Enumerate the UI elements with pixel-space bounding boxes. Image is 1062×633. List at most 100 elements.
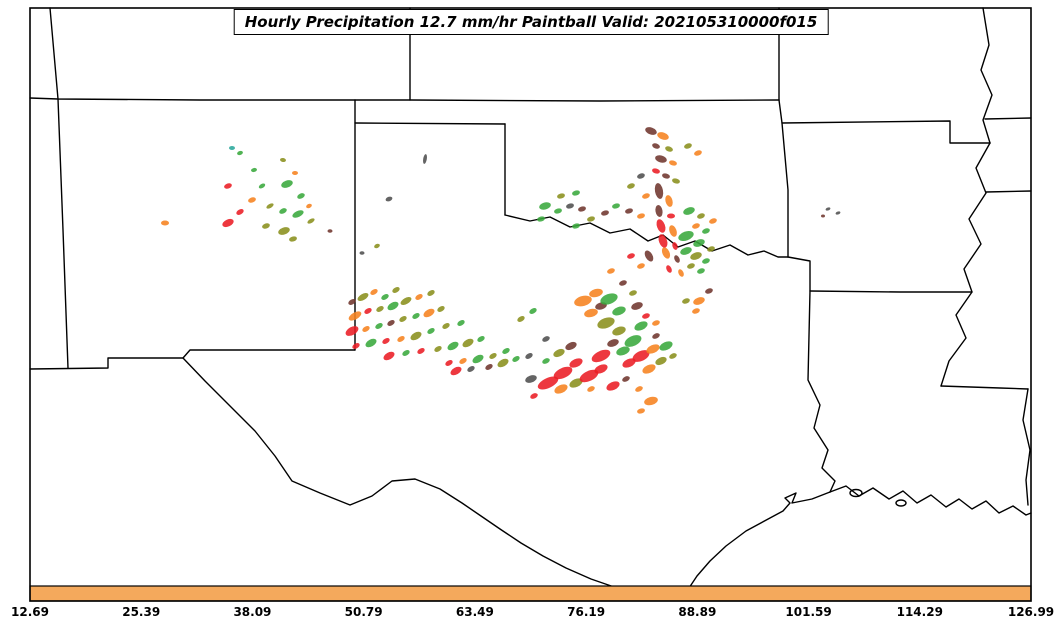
precip-blob [591, 349, 611, 363]
precip-blob [222, 218, 234, 228]
precip-blob [678, 269, 684, 277]
precip-blob [281, 180, 293, 188]
precip-blob [652, 143, 660, 149]
precip-blob [589, 288, 603, 298]
precip-blob [578, 206, 586, 212]
colorbar-tick-label: 126.99 [1008, 605, 1054, 619]
precip-blob [693, 297, 705, 305]
precip-blob [292, 210, 304, 218]
precip-blob [517, 316, 525, 322]
state-border-mo-ar [781, 120, 991, 144]
precip-blob [477, 336, 485, 342]
state-border-west-meridian [49, 7, 69, 369]
precip-blob [542, 336, 550, 342]
precip-blob [637, 408, 645, 414]
precip-blob [587, 386, 595, 392]
precip-blob [662, 173, 670, 179]
precip-blob [657, 132, 669, 140]
precip-blob [362, 326, 370, 332]
precip-blob [359, 251, 365, 255]
precip-blob [702, 258, 710, 264]
precip-blob [655, 205, 663, 217]
precip-blob [352, 343, 360, 349]
colorbar-tick-label: 101.59 [785, 605, 831, 619]
precip-blob [709, 218, 717, 224]
state-border-mississippi-river [940, 142, 991, 387]
precip-blob [627, 253, 635, 259]
precip-blob [584, 308, 598, 318]
precip-blob [376, 306, 384, 312]
precip-blob [423, 154, 427, 164]
precip-blob [557, 193, 565, 199]
precip-blob [825, 207, 831, 211]
colorbar-tick-label: 12.69 [11, 605, 49, 619]
precip-blob [375, 323, 383, 329]
precip-blob [697, 213, 705, 219]
state-border-tx-east [787, 256, 836, 493]
precip-blob [251, 167, 257, 173]
precip-blob [569, 358, 583, 368]
precip-blob [705, 288, 713, 294]
precip-blob [566, 203, 574, 209]
colorbar-tick-label: 38.09 [233, 605, 271, 619]
state-border-mississippi-river-north [980, 7, 993, 144]
precip-blob [279, 208, 287, 214]
colorbar-tick-label: 88.89 [678, 605, 716, 619]
precip-blob [462, 338, 474, 348]
state-border-parallel-37 [29, 97, 780, 102]
precip-blob [600, 293, 618, 305]
precip-blob [644, 396, 658, 406]
precip-blob [637, 213, 645, 219]
precip-blob [467, 366, 475, 372]
precip-blob [569, 378, 583, 388]
precip-blob [622, 358, 636, 368]
colorbar-tick-label: 114.29 [897, 605, 943, 619]
state-border-pearl-river [1022, 388, 1031, 506]
state-border-coastal-lake-1 [849, 488, 863, 498]
precip-blob [629, 290, 637, 296]
precip-blob [594, 364, 608, 374]
state-border-ok-panhandle-south [354, 122, 506, 125]
precip-blob [537, 216, 545, 222]
precip-blob [237, 150, 243, 156]
precip-blob [502, 348, 510, 354]
precip-blob [383, 351, 395, 361]
precip-blob [415, 294, 423, 300]
precip-blob [224, 183, 232, 189]
precip-blob [642, 364, 656, 374]
precip-blob [635, 386, 643, 392]
precip-blob [450, 366, 462, 376]
precip-blob [616, 346, 630, 356]
colorbar [29, 585, 1032, 602]
colorbar-tick-label: 63.49 [456, 605, 494, 619]
precip-blob [553, 366, 573, 380]
precip-blob [627, 183, 635, 189]
precip-blob [387, 301, 399, 311]
precip-blob [692, 308, 700, 314]
precip-blob [684, 143, 692, 149]
precip-blob [694, 150, 702, 156]
precip-blob [637, 263, 645, 269]
precip-blob [289, 236, 297, 242]
precip-blob [266, 203, 274, 209]
precip-blob [457, 320, 465, 326]
precip-blob [672, 178, 680, 184]
precip-blob [365, 338, 377, 348]
precip-blob [417, 348, 425, 354]
precip-blob [652, 333, 660, 339]
precip-blob [447, 341, 459, 351]
precip-blob [587, 216, 595, 222]
precip-blob [667, 213, 675, 219]
precip-blob [554, 384, 568, 394]
precip-blob [402, 350, 410, 356]
precip-blob [497, 358, 509, 368]
precip-blob [229, 146, 235, 150]
precip-blob [642, 313, 650, 319]
precip-blob [357, 293, 369, 301]
precip-blob [554, 208, 562, 214]
precip-blob [692, 223, 700, 229]
precip-blob [669, 160, 677, 166]
precip-blob [652, 320, 660, 326]
